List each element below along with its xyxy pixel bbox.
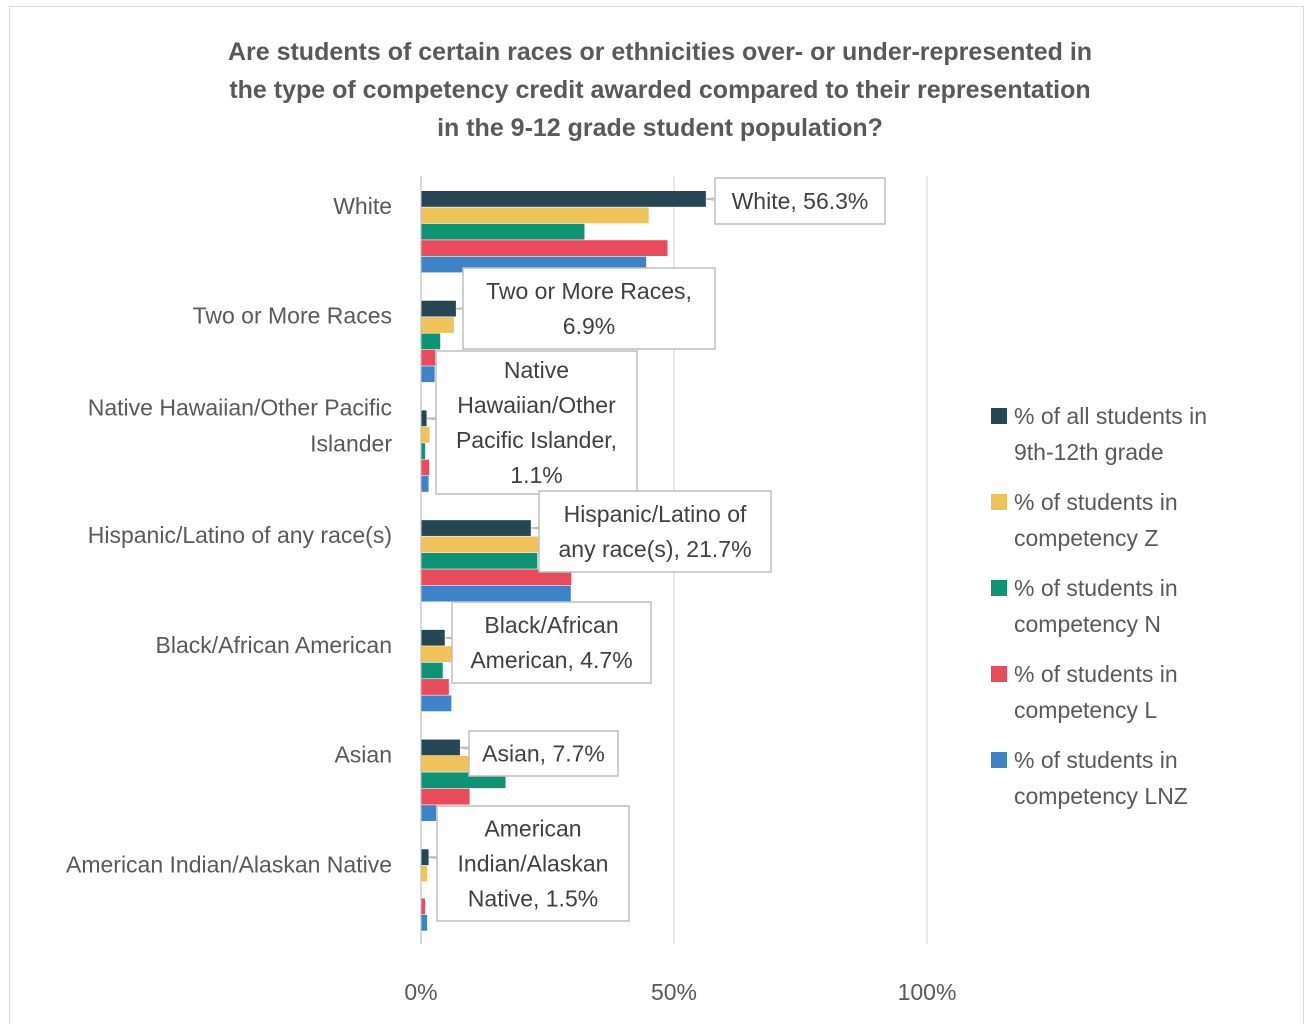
legend-label: % of students in: [1014, 489, 1178, 515]
bar: [421, 317, 454, 333]
bar: [421, 333, 441, 350]
callout-box: [462, 267, 716, 350]
bar: [421, 349, 436, 366]
data-label: Two or More Races,: [486, 278, 692, 304]
bar: [421, 300, 456, 317]
data-label: White, 56.3%: [732, 188, 869, 214]
callout-box: [714, 177, 886, 225]
bar: [421, 410, 427, 427]
bar: [421, 849, 429, 866]
legend-swatch: [991, 666, 1007, 682]
bar: [421, 646, 453, 663]
chart-title: Are students of certain races or ethnici…: [228, 38, 1092, 142]
category-label: American Indian/Alaskan Native: [66, 851, 392, 877]
bar: [421, 679, 449, 695]
bar: [421, 552, 538, 569]
data-callouts: White, 56.3% Two or More Races, 6.9% Native…: [426, 177, 886, 922]
legend-label: 9th-12th grade: [1014, 439, 1164, 465]
bar: [421, 366, 435, 383]
callout-box: [468, 730, 619, 777]
bar: [421, 520, 531, 536]
bar: [421, 240, 668, 256]
data-label: Native: [504, 357, 569, 383]
category-label: Asian: [334, 742, 392, 768]
data-label: 6.9%: [563, 313, 615, 339]
data-label: any race(s), 21.7%: [558, 536, 751, 562]
x-tick-labels: 0% 50% 100%: [404, 979, 956, 1005]
category-label: Hispanic/Latino of any race(s): [88, 522, 392, 548]
data-label: American, 4.7%: [470, 647, 632, 673]
data-label: Pacific Islander,: [456, 427, 617, 453]
chart-title-line: in the 9-12 grade student population?: [437, 114, 883, 142]
legend-swatch: [991, 752, 1007, 768]
bar: [421, 805, 437, 821]
x-tick-label: 50%: [651, 979, 697, 1005]
data-label: Indian/Alaskan: [458, 851, 609, 877]
bar: [421, 755, 470, 772]
chart-title-line: the type of competency credit awarded co…: [229, 76, 1090, 104]
data-label: Asian, 7.7%: [482, 741, 605, 767]
bar: [421, 695, 452, 712]
data-label: 1.1%: [510, 462, 562, 488]
category-label: Native Hawaiian/Other Pacific: [88, 394, 392, 420]
category-labels: White Two or More Races Native Hawaiian/Ot…: [66, 193, 392, 877]
callout-box: [436, 805, 630, 922]
bar: [421, 914, 428, 931]
category-label: Black/African American: [156, 632, 392, 658]
bar: [421, 476, 429, 492]
data-label: American: [484, 816, 581, 842]
bar: [421, 443, 426, 460]
callout-box: [451, 601, 652, 684]
legend-label: % of students in: [1014, 747, 1178, 773]
data-label: Black/African: [484, 612, 618, 638]
legend-label: competency Z: [1014, 525, 1158, 551]
bar: [421, 629, 445, 646]
x-tick-label: 100%: [898, 979, 957, 1005]
x-tick-label: 0%: [404, 979, 437, 1005]
legend-label: competency N: [1014, 611, 1161, 637]
bar: [421, 788, 470, 805]
bar: [421, 191, 706, 207]
bar: [421, 426, 430, 443]
data-label: Hispanic/Latino of: [564, 501, 747, 527]
data-label: Native, 1.5%: [468, 886, 598, 912]
bar: [421, 662, 443, 679]
category-label: White: [333, 193, 392, 219]
legend-swatch: [991, 494, 1007, 510]
legend-label: % of students in: [1014, 575, 1178, 601]
category-label: Two or More Races: [193, 303, 392, 329]
callout-box: [435, 350, 638, 495]
data-label: Hawaiian/Other: [457, 392, 616, 418]
bar: [421, 459, 430, 476]
bar: [421, 536, 540, 553]
legend-label: % of students in: [1014, 661, 1178, 687]
bar: [421, 569, 572, 586]
bar: [421, 207, 649, 224]
legend-label: competency L: [1014, 697, 1157, 723]
bar: [421, 898, 426, 915]
bar: [421, 585, 571, 602]
legend: % of all students in 9th-12th grade % of s…: [991, 403, 1207, 809]
category-label: Islander: [310, 430, 392, 456]
legend-swatch: [991, 580, 1007, 596]
bar: [421, 739, 460, 756]
bar: [421, 223, 585, 240]
legend-label: % of all students in: [1014, 403, 1207, 429]
bar: [421, 865, 428, 882]
callout-box: [538, 490, 772, 573]
legend-swatch: [991, 408, 1007, 424]
legend-label: competency LNZ: [1014, 783, 1188, 809]
chart-title-line: Are students of certain races or ethnici…: [228, 38, 1092, 66]
